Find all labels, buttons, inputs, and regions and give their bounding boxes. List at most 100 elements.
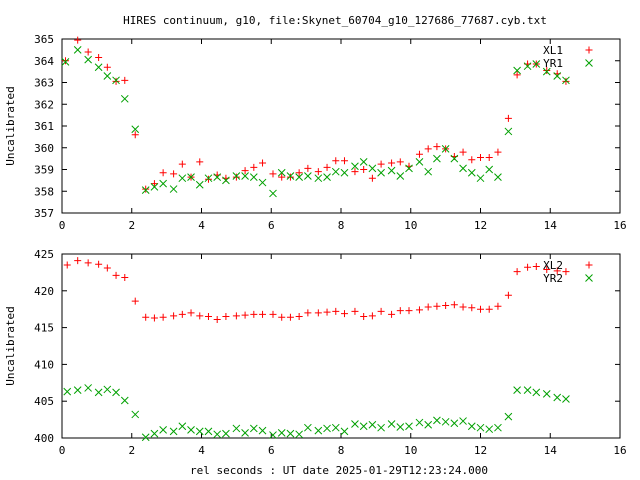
data-point-yr2 xyxy=(204,427,213,436)
data-point-yr2 xyxy=(103,385,112,394)
data-point-yr2 xyxy=(277,428,286,437)
data-point-yr1 xyxy=(359,158,368,166)
data-point-xl1 xyxy=(377,160,385,168)
data-point-yr1 xyxy=(141,186,150,195)
data-point-yr2 xyxy=(241,428,249,437)
data-point-yr2 xyxy=(187,426,195,434)
y-tick-label: 365 xyxy=(34,33,54,46)
data-point-xl2 xyxy=(250,310,258,318)
data-point-yr2 xyxy=(513,386,521,395)
x-axis-label: rel seconds : UT date 2025-01-29T12:23:2… xyxy=(190,464,488,477)
y-tick-label: 362 xyxy=(34,98,54,111)
data-point-xl1 xyxy=(278,173,286,181)
data-point-yr2 xyxy=(485,425,494,434)
data-point-xl1 xyxy=(142,185,150,193)
data-point-xl1 xyxy=(131,131,139,139)
data-point-yr1 xyxy=(178,174,187,183)
data-point-yr2 xyxy=(195,427,204,436)
data-point-yr2 xyxy=(141,433,150,442)
data-point-yr1 xyxy=(169,185,178,193)
data-point-yr1 xyxy=(396,172,405,180)
data-point-xl2 xyxy=(377,307,385,315)
data-point-yr1 xyxy=(415,158,424,166)
data-point-yr2 xyxy=(169,427,178,436)
data-point-xl2 xyxy=(340,310,348,318)
data-point-xl2 xyxy=(295,313,303,321)
data-point-xl2 xyxy=(433,302,441,310)
data-point-yr1 xyxy=(150,183,159,191)
data-point-yr1 xyxy=(213,173,222,181)
data-point-xl2 xyxy=(259,310,267,318)
data-point-xl1 xyxy=(351,168,359,176)
data-point-yr2 xyxy=(314,426,323,435)
data-point-yr2 xyxy=(249,424,258,433)
data-point-yr1 xyxy=(269,189,277,198)
data-point-xl2 xyxy=(286,313,294,321)
x-tick-label: 12 xyxy=(474,219,487,232)
data-point-yr2 xyxy=(553,393,562,402)
data-point-xl2 xyxy=(360,313,368,321)
data-point-xl1 xyxy=(196,158,204,166)
data-point-xl2 xyxy=(459,303,467,311)
data-point-yr1 xyxy=(131,125,140,134)
data-point-yr1 xyxy=(249,173,258,181)
data-point-yr1 xyxy=(241,172,249,180)
data-point-yr2 xyxy=(377,423,385,432)
data-point-xl2 xyxy=(396,307,404,315)
data-point-xl2 xyxy=(170,312,178,320)
data-point-yr1 xyxy=(542,67,551,76)
legend-label: YR1 xyxy=(543,57,563,70)
x-tick-label: 10 xyxy=(404,444,417,457)
data-point-yr1 xyxy=(441,144,450,153)
data-point-yr1 xyxy=(433,154,441,163)
x-tick-label: 14 xyxy=(544,219,558,232)
data-point-xl1 xyxy=(112,77,120,85)
legend-label: XL1 xyxy=(543,44,563,57)
data-point-yr2 xyxy=(331,423,340,432)
data-point-xl1 xyxy=(424,145,432,153)
legend-marker-xl2 xyxy=(585,261,593,269)
data-point-xl2 xyxy=(332,307,340,315)
data-point-yr1 xyxy=(94,63,103,72)
data-point-yr2 xyxy=(131,410,140,419)
data-point-xl2 xyxy=(196,312,204,320)
data-point-yr2 xyxy=(340,427,349,436)
data-point-xl1 xyxy=(295,169,303,177)
data-point-xl2 xyxy=(494,302,502,310)
data-point-xl2 xyxy=(304,309,312,317)
data-point-xl2 xyxy=(524,263,532,271)
data-point-yr1 xyxy=(331,167,340,176)
data-point-xl2 xyxy=(74,257,82,265)
data-point-xl2 xyxy=(103,264,111,272)
x-tick-label: 16 xyxy=(613,219,626,232)
data-point-xl1 xyxy=(204,175,212,183)
data-point-yr2 xyxy=(269,431,277,439)
data-point-xl1 xyxy=(61,57,69,65)
data-point-xl1 xyxy=(178,160,186,168)
data-point-yr2 xyxy=(351,420,359,428)
data-point-yr1 xyxy=(195,180,204,189)
data-point-yr1 xyxy=(504,127,513,136)
y-tick-label: 410 xyxy=(34,358,54,371)
data-point-xl1 xyxy=(433,143,441,151)
data-point-yr1 xyxy=(553,72,562,80)
bottom-plot: 0 2 4 6 8 10 12 14 16 400 405 410 415 420 425 Uncalibra… xyxy=(4,248,627,457)
x-tick-label: 6 xyxy=(268,219,275,232)
data-point-yr1 xyxy=(368,164,377,173)
data-point-yr2 xyxy=(178,422,187,431)
data-point-xl2 xyxy=(213,316,221,324)
data-point-xl2 xyxy=(323,308,331,316)
data-point-xl2 xyxy=(84,259,92,267)
data-point-xl1 xyxy=(121,76,129,84)
data-point-yr2 xyxy=(159,426,167,434)
data-point-yr2 xyxy=(450,419,459,428)
data-point-xl1 xyxy=(232,173,240,181)
x-tick-label: 8 xyxy=(338,219,345,232)
data-point-yr1 xyxy=(450,154,459,163)
data-point-xl2 xyxy=(513,268,521,276)
data-point-xl2 xyxy=(504,291,512,299)
data-point-yr1 xyxy=(112,76,120,85)
data-point-xl2 xyxy=(368,312,376,320)
data-point-yr2 xyxy=(73,386,82,395)
